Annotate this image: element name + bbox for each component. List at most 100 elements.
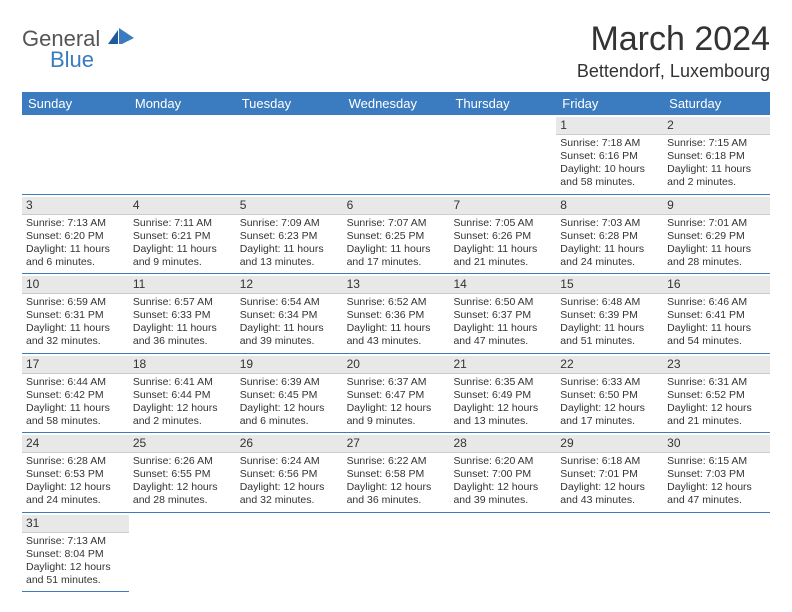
sunset-line: Sunset: 6:39 PM — [560, 309, 659, 322]
calendar-day: 21Sunrise: 6:35 AMSunset: 6:49 PMDayligh… — [449, 354, 556, 433]
daylight-line: Daylight: 11 hours and 32 minutes. — [26, 322, 125, 348]
day-number: 6 — [343, 197, 450, 215]
daylight-line: Daylight: 11 hours and 21 minutes. — [453, 243, 552, 269]
calendar-day: 19Sunrise: 6:39 AMSunset: 6:45 PMDayligh… — [236, 354, 343, 433]
sunset-line: Sunset: 6:33 PM — [133, 309, 232, 322]
title-block: March 2024 Bettendorf, Luxembourg — [577, 20, 770, 82]
sunrise-line: Sunrise: 7:18 AM — [560, 137, 659, 150]
daylight-line: Daylight: 11 hours and 36 minutes. — [133, 322, 232, 348]
day-number: 22 — [556, 356, 663, 374]
calendar-day: 17Sunrise: 6:44 AMSunset: 6:42 PMDayligh… — [22, 354, 129, 433]
calendar-week: 24 Sunrise: 6:28 AMSunset: 6:53 PM Dayligh… — [22, 433, 770, 513]
sunset-line: Sunset: 6:26 PM — [453, 230, 552, 243]
calendar-empty-cell — [556, 513, 663, 593]
calendar-empty-cell — [22, 115, 129, 194]
day-number: 26 — [236, 435, 343, 453]
logo-text-blue: Blue — [50, 49, 134, 71]
month-title: March 2024 — [577, 20, 770, 59]
flag-icon — [108, 33, 134, 50]
calendar-grid: 1Sunrise: 7:18 AMSunset: 6:16 PMDaylight… — [22, 115, 770, 592]
calendar-week: 10Sunrise: 6:59 AMSunset: 6:31 PMDayligh… — [22, 274, 770, 354]
sunrise-line: Sunrise: 7:05 AM — [453, 217, 552, 230]
sunset-line: Sunset: 6:58 PM — [347, 468, 446, 481]
day-number: 25 — [129, 435, 236, 453]
day-number: 8 — [556, 197, 663, 215]
sunset-line: Sunset: 6:31 PM — [26, 309, 125, 322]
calendar-day: 5Sunrise: 7:09 AMSunset: 6:23 PMDaylight… — [236, 195, 343, 274]
sunset-line: Sunset: 6:52 PM — [667, 389, 766, 402]
day-number: 24 — [22, 435, 129, 453]
weekday-header: Sunday Monday Tuesday Wednesday Thursday… — [22, 92, 770, 115]
weekday-label: Thursday — [449, 92, 556, 115]
day-number: 14 — [449, 276, 556, 294]
calendar-week: 1Sunrise: 7:18 AMSunset: 6:16 PMDaylight… — [22, 115, 770, 195]
sunrise-line: Sunrise: 6:50 AM — [453, 296, 552, 309]
calendar-week: 17Sunrise: 6:44 AMSunset: 6:42 PMDayligh… — [22, 354, 770, 434]
day-number: 23 — [663, 356, 770, 374]
daylight-line: Daylight: 12 hours and 47 minutes. — [667, 481, 766, 507]
calendar-day: 20Sunrise: 6:37 AMSunset: 6:47 PMDayligh… — [343, 354, 450, 433]
calendar-day: 24Sunrise: 6:28 AMSunset: 6:53 PMDayligh… — [22, 433, 129, 512]
day-number: 16 — [663, 276, 770, 294]
sunset-line: Sunset: 7:01 PM — [560, 468, 659, 481]
sunset-line: Sunset: 6:45 PM — [240, 389, 339, 402]
day-number: 15 — [556, 276, 663, 294]
sunrise-line: Sunrise: 6:59 AM — [26, 296, 125, 309]
sunset-line: Sunset: 6:49 PM — [453, 389, 552, 402]
calendar-empty-cell — [129, 115, 236, 194]
sunrise-line: Sunrise: 6:31 AM — [667, 376, 766, 389]
daylight-line: Daylight: 12 hours and 36 minutes. — [347, 481, 446, 507]
daylight-line: Daylight: 12 hours and 28 minutes. — [133, 481, 232, 507]
sunset-line: Sunset: 6:37 PM — [453, 309, 552, 322]
daylight-line: Daylight: 11 hours and 28 minutes. — [667, 243, 766, 269]
calendar-day: 2Sunrise: 7:15 AMSunset: 6:18 PMDaylight… — [663, 115, 770, 194]
sunset-line: Sunset: 6:34 PM — [240, 309, 339, 322]
calendar-empty-cell — [343, 115, 450, 194]
sunrise-line: Sunrise: 6:28 AM — [26, 455, 125, 468]
day-number: 10 — [22, 276, 129, 294]
weekday-label: Friday — [556, 92, 663, 115]
calendar-empty-cell — [663, 513, 770, 593]
daylight-line: Daylight: 11 hours and 39 minutes. — [240, 322, 339, 348]
sunrise-line: Sunrise: 6:35 AM — [453, 376, 552, 389]
sunset-line: Sunset: 6:25 PM — [347, 230, 446, 243]
calendar-day: 18Sunrise: 6:41 AMSunset: 6:44 PMDayligh… — [129, 354, 236, 433]
sunset-line: Sunset: 6:23 PM — [240, 230, 339, 243]
calendar-day: 22Sunrise: 6:33 AMSunset: 6:50 PMDayligh… — [556, 354, 663, 433]
day-number: 11 — [129, 276, 236, 294]
sunrise-line: Sunrise: 6:52 AM — [347, 296, 446, 309]
weekday-label: Wednesday — [343, 92, 450, 115]
sunrise-line: Sunrise: 6:46 AM — [667, 296, 766, 309]
sunrise-line: Sunrise: 7:15 AM — [667, 137, 766, 150]
daylight-line: Daylight: 12 hours and 9 minutes. — [347, 402, 446, 428]
sunset-line: Sunset: 7:03 PM — [667, 468, 766, 481]
sunrise-line: Sunrise: 6:22 AM — [347, 455, 446, 468]
calendar-day: 6Sunrise: 7:07 AMSunset: 6:25 PMDaylight… — [343, 195, 450, 274]
calendar-day: 1Sunrise: 7:18 AMSunset: 6:16 PMDaylight… — [556, 115, 663, 194]
sunset-line: Sunset: 6:28 PM — [560, 230, 659, 243]
sunrise-line: Sunrise: 6:26 AM — [133, 455, 232, 468]
sunset-line: Sunset: 6:56 PM — [240, 468, 339, 481]
calendar-empty-cell — [236, 513, 343, 593]
calendar-day: 9Sunrise: 7:01 AMSunset: 6:29 PMDaylight… — [663, 195, 770, 274]
sunset-line: Sunset: 6:50 PM — [560, 389, 659, 402]
calendar-day: 15Sunrise: 6:48 AMSunset: 6:39 PMDayligh… — [556, 274, 663, 353]
sunset-line: Sunset: 6:41 PM — [667, 309, 766, 322]
calendar-day: 29Sunrise: 6:18 AMSunset: 7:01 PMDayligh… — [556, 433, 663, 512]
day-number: 17 — [22, 356, 129, 374]
sunrise-line: Sunrise: 6:37 AM — [347, 376, 446, 389]
day-number: 20 — [343, 356, 450, 374]
daylight-line: Daylight: 12 hours and 2 minutes. — [133, 402, 232, 428]
daylight-line: Daylight: 11 hours and 13 minutes. — [240, 243, 339, 269]
daylight-line: Daylight: 11 hours and 54 minutes. — [667, 322, 766, 348]
daylight-line: Daylight: 11 hours and 17 minutes. — [347, 243, 446, 269]
weekday-label: Monday — [129, 92, 236, 115]
sunrise-line: Sunrise: 7:13 AM — [26, 217, 125, 230]
sunrise-line: Sunrise: 7:11 AM — [133, 217, 232, 230]
day-number: 2 — [663, 117, 770, 135]
day-number: 19 — [236, 356, 343, 374]
calendar-empty-cell — [236, 115, 343, 194]
sunset-line: Sunset: 6:53 PM — [26, 468, 125, 481]
calendar-empty-cell — [449, 115, 556, 194]
day-number: 13 — [343, 276, 450, 294]
